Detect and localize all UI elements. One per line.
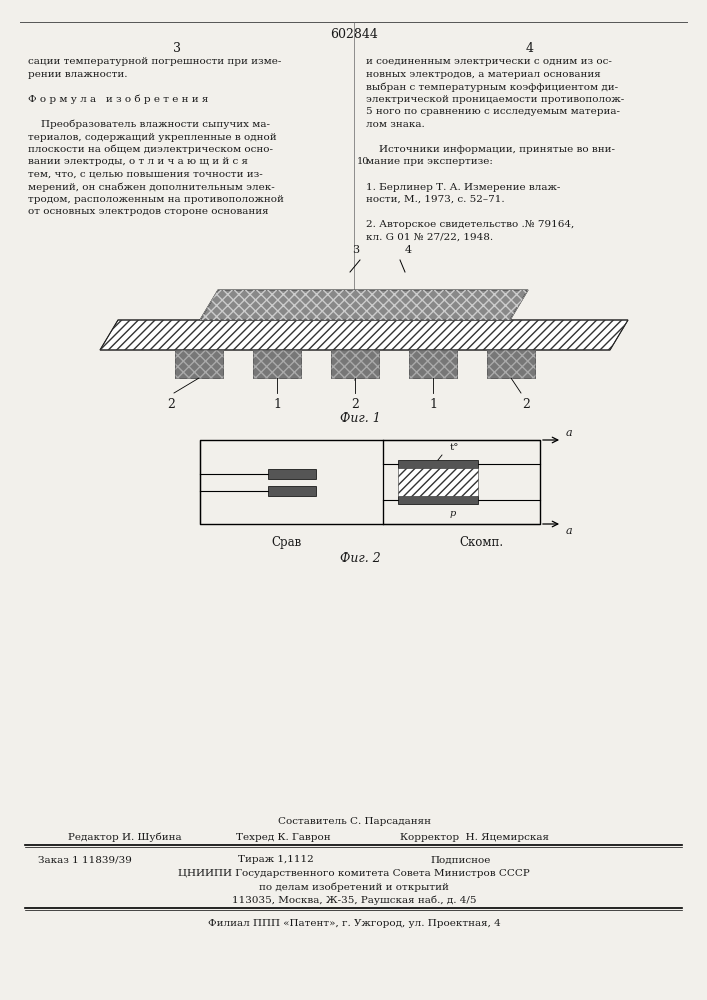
Text: плоскости на общем диэлектрическом осно-: плоскости на общем диэлектрическом осно- xyxy=(28,145,273,154)
Text: лом знака.: лом знака. xyxy=(366,120,425,129)
Text: Тираж 1,1112: Тираж 1,1112 xyxy=(238,856,314,864)
Bar xyxy=(253,350,301,378)
Text: 113035, Москва, Ж-35, Раушская наб., д. 4/5: 113035, Москва, Ж-35, Раушская наб., д. … xyxy=(232,895,477,905)
Text: 3: 3 xyxy=(173,42,181,55)
Text: t°: t° xyxy=(450,443,460,452)
Text: мание при экспертизе:: мание при экспертизе: xyxy=(366,157,493,166)
Polygon shape xyxy=(100,320,628,350)
Bar xyxy=(331,350,379,378)
Text: Источники информации, принятые во вни-: Источники информации, принятые во вни- xyxy=(366,145,615,154)
Text: новных электродов, а материал основания: новных электродов, а материал основания xyxy=(366,70,601,79)
Text: выбран с температурным коэффициентом ди-: выбран с температурным коэффициентом ди- xyxy=(366,82,618,92)
Bar xyxy=(409,350,457,378)
Text: 3: 3 xyxy=(352,245,360,255)
Text: мерений, он снабжен дополнительным элек-: мерений, он снабжен дополнительным элек- xyxy=(28,182,275,192)
Text: и соединенным электрически с одним из ос-: и соединенным электрически с одним из ос… xyxy=(366,57,612,66)
Bar xyxy=(267,468,315,479)
Text: 1: 1 xyxy=(273,398,281,411)
Bar xyxy=(398,460,478,468)
Text: 602844: 602844 xyxy=(330,28,378,41)
Text: 2. Авторское свидетельство .№ 79164,: 2. Авторское свидетельство .№ 79164, xyxy=(366,220,574,229)
Bar xyxy=(409,350,457,378)
Polygon shape xyxy=(200,290,528,320)
Text: Ф о р м у л а   и з о б р е т е н и я: Ф о р м у л а и з о б р е т е н и я xyxy=(28,95,209,104)
Bar xyxy=(175,350,223,378)
Text: Преобразователь влажности сыпучих ма-: Преобразователь влажности сыпучих ма- xyxy=(28,120,270,129)
Text: 4: 4 xyxy=(404,245,411,255)
Text: кл. G 01 № 27/22, 1948.: кл. G 01 № 27/22, 1948. xyxy=(366,232,493,241)
Text: a: a xyxy=(566,428,573,438)
Bar xyxy=(331,350,379,378)
Bar xyxy=(487,350,535,378)
Text: Корректор  Н. Яцемирская: Корректор Н. Яцемирская xyxy=(400,832,549,842)
Text: 1. Берлинер Т. А. Измерение влаж-: 1. Берлинер Т. А. Измерение влаж- xyxy=(366,182,561,192)
Text: a: a xyxy=(566,526,573,536)
Text: 2: 2 xyxy=(351,398,359,411)
Text: Техред К. Гаврон: Техред К. Гаврон xyxy=(236,832,331,842)
Text: 10: 10 xyxy=(357,157,369,166)
Bar xyxy=(267,486,315,495)
Text: 4: 4 xyxy=(526,42,534,55)
Text: Заказ 1 11839/39: Заказ 1 11839/39 xyxy=(38,856,132,864)
Bar xyxy=(200,440,540,524)
Text: 5 ного по сравнению с исследуемым материа-: 5 ного по сравнению с исследуемым матери… xyxy=(366,107,620,116)
Text: вании электроды, о т л и ч а ю щ и й с я: вании электроды, о т л и ч а ю щ и й с я xyxy=(28,157,248,166)
Text: териалов, содержащий укрепленные в одной: териалов, содержащий укрепленные в одной xyxy=(28,132,276,141)
Text: 2: 2 xyxy=(167,398,175,411)
Text: рении влажности.: рении влажности. xyxy=(28,70,127,79)
Text: тем, что, с целью повышения точности из-: тем, что, с целью повышения точности из- xyxy=(28,170,263,179)
Bar xyxy=(398,468,478,496)
Text: Фиг. 2: Фиг. 2 xyxy=(339,552,380,566)
Bar xyxy=(487,350,535,378)
Text: Филиал ППП «Патент», г. Ужгород, ул. Проектная, 4: Филиал ППП «Патент», г. Ужгород, ул. Про… xyxy=(208,920,501,928)
Text: Фиг. 1: Фиг. 1 xyxy=(339,412,380,424)
Text: 1: 1 xyxy=(429,398,437,411)
Text: ЦНИИПИ Государственного комитета Совета Министров СССР: ЦНИИПИ Государственного комитета Совета … xyxy=(178,869,530,879)
Text: по делам изобретений и открытий: по делам изобретений и открытий xyxy=(259,882,449,892)
Text: ности, М., 1973, с. 52–71.: ности, М., 1973, с. 52–71. xyxy=(366,195,505,204)
Text: Cкомп.: Cкомп. xyxy=(460,536,503,549)
Text: Редактор И. Шубина: Редактор И. Шубина xyxy=(68,832,182,842)
Bar xyxy=(398,496,478,504)
Bar xyxy=(175,350,223,378)
Text: электрической проницаемости противополож-: электрической проницаемости противополож… xyxy=(366,95,624,104)
Text: Составитель С. Парсаданян: Составитель С. Парсаданян xyxy=(278,818,431,826)
Text: от основных электродов стороне основания: от основных электродов стороне основания xyxy=(28,208,269,217)
Bar xyxy=(253,350,301,378)
Text: тродом, расположенным на противоположной: тродом, расположенным на противоположной xyxy=(28,195,284,204)
Text: сации температурной погрешности при изме-: сации температурной погрешности при изме… xyxy=(28,57,281,66)
Text: Подписное: Подписное xyxy=(430,856,491,864)
Text: p: p xyxy=(450,510,456,518)
Text: Cрав: Cрав xyxy=(271,536,302,549)
Text: 2: 2 xyxy=(522,398,530,411)
